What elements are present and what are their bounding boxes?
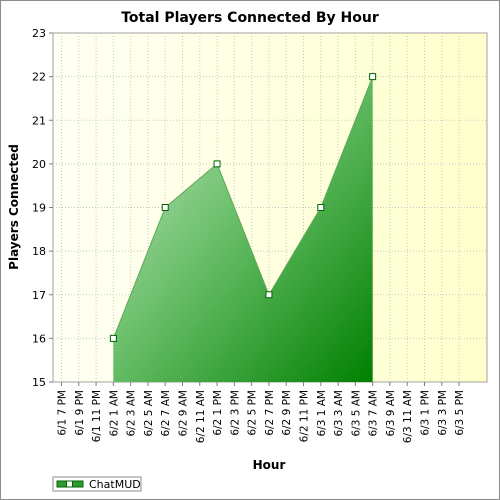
x-tick-label: 6/2 11 PM	[299, 390, 311, 442]
x-tick-label: 6/1 7 PM	[57, 390, 69, 436]
y-tick-label: 20	[32, 158, 46, 171]
data-point	[369, 73, 377, 81]
x-tick-label: 6/2 7 PM	[264, 390, 276, 436]
legend: ChatMUD	[52, 476, 142, 492]
x-tick-label: 6/3 1 AM	[316, 390, 328, 437]
y-tick-label: 23	[32, 27, 46, 40]
x-tick-label: 6/1 9 PM	[74, 390, 86, 436]
data-point	[109, 334, 117, 342]
data-point	[317, 204, 325, 211]
x-axis-label: Hour	[253, 458, 286, 472]
y-tick-label: 19	[32, 202, 46, 215]
chart-title: Total Players Connected By Hour	[121, 10, 379, 26]
x-tick-label: 6/3 5 AM	[350, 390, 362, 437]
axes	[49, 32, 460, 386]
y-tick-label: 17	[32, 289, 46, 302]
x-tick-label: 6/2 7 AM	[160, 390, 172, 437]
legend-label: ChatMUD	[89, 478, 141, 491]
data-points	[109, 73, 377, 342]
x-tick-label: 6/2 1 PM	[212, 390, 224, 436]
y-tick-label: 21	[32, 114, 46, 127]
x-tick-label: 6/3 3 AM	[333, 390, 345, 437]
x-tick-label: 6/2 11 AM	[195, 390, 207, 443]
x-tick-label: 6/3 5 PM	[454, 390, 466, 436]
x-tick-label: 6/2 5 PM	[247, 390, 259, 436]
y-axis-label: Players Connected	[7, 144, 21, 270]
data-point	[265, 291, 273, 299]
x-tick-label: 6/2 1 AM	[108, 390, 120, 437]
x-tick-label: 6/3 1 PM	[420, 390, 432, 436]
y-tick-labels: 15 16 17 18 19 20 21 22 23	[32, 27, 46, 389]
x-tick-labels: 6/1 7 PM 6/1 9 PM 6/1 11 PM 6/2 1 AM 6/2 3 A…	[57, 390, 467, 443]
x-tick-label: 6/2 3 AM	[126, 390, 138, 437]
y-tick-label: 16	[32, 332, 46, 345]
x-tick-label: 6/3 7 AM	[368, 390, 380, 437]
y-tick-label: 18	[32, 245, 46, 258]
series-area-fill	[113, 76, 373, 382]
series-line	[112, 76, 374, 339]
data-point	[213, 160, 221, 168]
x-tick-label: 6/2 3 PM	[229, 390, 241, 436]
series-area	[112, 76, 374, 382]
x-tick-label: 6/2 9 AM	[178, 390, 190, 437]
legend-marker	[66, 480, 73, 488]
data-point	[161, 204, 169, 211]
x-tick-label: 6/2 9 PM	[281, 390, 293, 436]
x-tick-label: 6/1 11 PM	[91, 390, 103, 442]
y-tick-label: 15	[32, 376, 46, 389]
x-tick-label: 6/3 11 AM	[402, 390, 414, 443]
x-tick-label: 6/3 3 PM	[437, 390, 449, 436]
y-tick-label: 22	[32, 71, 46, 84]
x-tick-label: 6/3 9 AM	[385, 390, 397, 437]
x-tick-label: 6/2 5 AM	[143, 390, 155, 437]
